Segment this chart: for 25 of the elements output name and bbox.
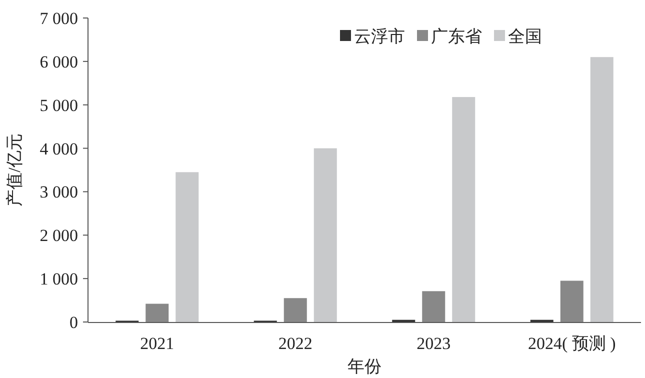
y-tick-label: 5 000 (40, 96, 78, 115)
x-tick-label: 2023 (416, 334, 451, 353)
bar (560, 280, 584, 322)
legend-label: 云浮市 (354, 27, 405, 46)
bar (146, 304, 169, 322)
legend-label: 广东省 (431, 27, 482, 46)
x-tick-label: 2022 (278, 334, 312, 353)
x-tick-label: 2024( 预测 ) (528, 334, 616, 353)
y-tick-label: 4 000 (40, 139, 78, 158)
bar (176, 172, 199, 322)
y-tick-label: 0 (70, 313, 78, 332)
y-axis-title: 产值/亿元 (5, 134, 24, 206)
y-tick-label: 2 000 (40, 226, 78, 246)
bar (314, 148, 337, 322)
bar (422, 291, 446, 322)
y-tick-label: 6 000 (40, 52, 78, 72)
y-tick-label: 3 000 (40, 182, 78, 202)
x-axis-title: 年份 (348, 357, 382, 376)
y-tick-label: 7 000 (40, 9, 78, 28)
y-tick-label: 1 000 (40, 270, 78, 289)
bar (452, 97, 476, 322)
legend-label: 全国 (508, 27, 542, 46)
bar (284, 298, 307, 322)
bar (590, 57, 614, 322)
x-tick-label: 2021 (140, 334, 174, 353)
